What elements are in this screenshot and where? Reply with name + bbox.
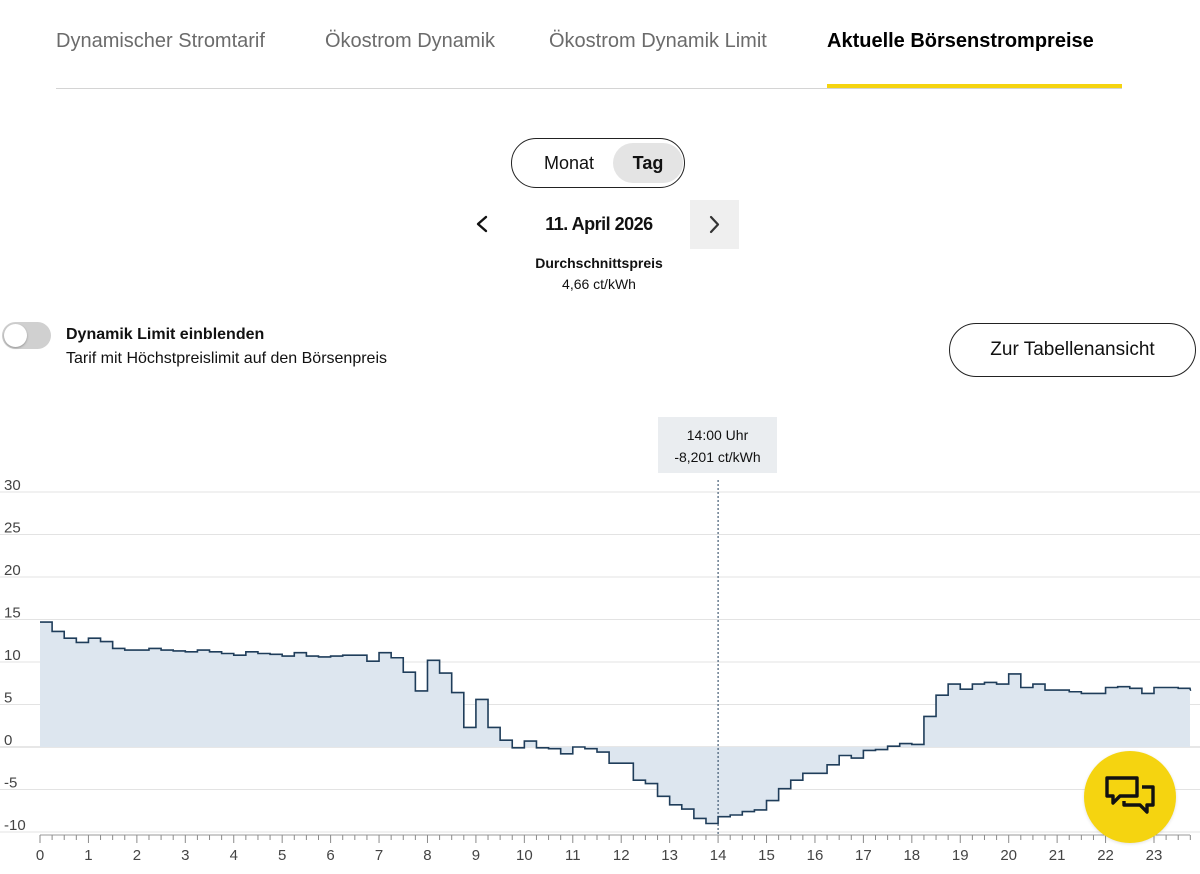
y-tick-label: -10	[4, 817, 26, 834]
average-price-value: 4,66 ct/kWh	[562, 276, 636, 292]
y-tick-label: -5	[4, 775, 17, 792]
dynamic-limit-subtitle: Tarif mit Höchstpreislimit auf den Börse…	[66, 350, 388, 367]
x-tick-label: 1	[84, 847, 92, 864]
x-tick-label: 10	[516, 847, 533, 864]
y-tick-label: 20	[4, 562, 21, 579]
x-tick-label: 9	[472, 847, 480, 864]
x-tick-label: 12	[613, 847, 630, 864]
period-toggle: Monat Tag	[511, 138, 685, 188]
chevron-left-icon	[476, 215, 488, 233]
x-tick-label: 21	[1049, 847, 1066, 864]
switch-knob	[4, 324, 27, 347]
x-tick-label: 20	[1000, 847, 1017, 864]
x-axis: 0 1 2 3 4 5 6 7 8 9 10 11 12 13 14 15 16 17 18 19 20 21 22 23	[36, 834, 1191, 864]
current-date: 11. April 2026	[545, 214, 653, 234]
x-tick-label: 8	[423, 847, 431, 864]
active-tab-indicator	[827, 84, 1122, 88]
y-tick-label: 15	[4, 605, 21, 622]
y-tick-label: 0	[4, 732, 12, 749]
chart-tooltip: 14:00 Uhr -8,201 ct/kWh	[658, 417, 777, 473]
y-tick-label: 25	[4, 520, 21, 537]
x-tick-label: 14	[710, 847, 727, 864]
x-tick-label: 3	[181, 847, 189, 864]
y-tick-label: 10	[4, 647, 21, 664]
x-tick-label: 19	[952, 847, 969, 864]
tab-oekostrom-dynamik[interactable]: Ökostrom Dynamik	[325, 30, 496, 52]
chat-button[interactable]	[1084, 751, 1176, 843]
previous-day-button[interactable]	[466, 208, 498, 240]
tooltip-time: 14:00 Uhr	[686, 427, 749, 443]
day-toggle-button[interactable]: Tag	[613, 143, 683, 183]
x-tick-label: 4	[230, 847, 238, 864]
table-view-button[interactable]: Zur Tabellenansicht	[949, 323, 1196, 377]
month-toggle-button[interactable]: Monat	[543, 153, 595, 173]
chat-bubbles-icon	[1105, 776, 1155, 814]
price-area	[40, 621, 1192, 825]
next-day-button[interactable]	[690, 200, 739, 249]
x-tick-label: 23	[1146, 847, 1163, 864]
dynamic-limit-title: Dynamik Limit einblenden	[66, 326, 265, 343]
chevron-right-icon	[709, 215, 720, 234]
tab-aktuelle-boersenstrompreise[interactable]: Aktuelle Börsenstrompreise	[827, 30, 1094, 52]
y-axis-labels: 30 25 20 15 10 5 0 -5 -10	[4, 477, 26, 834]
average-price-label: Durchschnittspreis	[535, 255, 663, 271]
x-tick-label: 7	[375, 847, 383, 864]
x-tick-label: 18	[903, 847, 920, 864]
dynamic-limit-switch[interactable]	[2, 322, 51, 349]
y-tick-label: 5	[4, 690, 12, 707]
x-tick-label: 15	[758, 847, 775, 864]
x-tick-label: 16	[807, 847, 824, 864]
y-tick-label: 30	[4, 477, 21, 494]
tooltip-value: -8,201 ct/kWh	[674, 449, 761, 465]
tab-oekostrom-dynamik-limit[interactable]: Ökostrom Dynamik Limit	[549, 30, 767, 52]
x-tick-label: 5	[278, 847, 286, 864]
x-tick-label: 17	[855, 847, 872, 864]
price-step-line	[40, 621, 1192, 825]
price-area-fill	[40, 622, 1191, 824]
x-tick-label: 0	[36, 847, 44, 864]
x-tick-label: 13	[661, 847, 678, 864]
x-tick-label: 6	[326, 847, 334, 864]
tab-bar: Dynamischer Stromtarif Ökostrom Dynamik …	[56, 0, 1122, 89]
x-tick-label: 2	[133, 847, 141, 864]
x-tick-label: 11	[565, 847, 581, 864]
x-tick-label: 22	[1097, 847, 1114, 864]
tab-dynamischer-stromtarif[interactable]: Dynamischer Stromtarif	[56, 30, 265, 52]
